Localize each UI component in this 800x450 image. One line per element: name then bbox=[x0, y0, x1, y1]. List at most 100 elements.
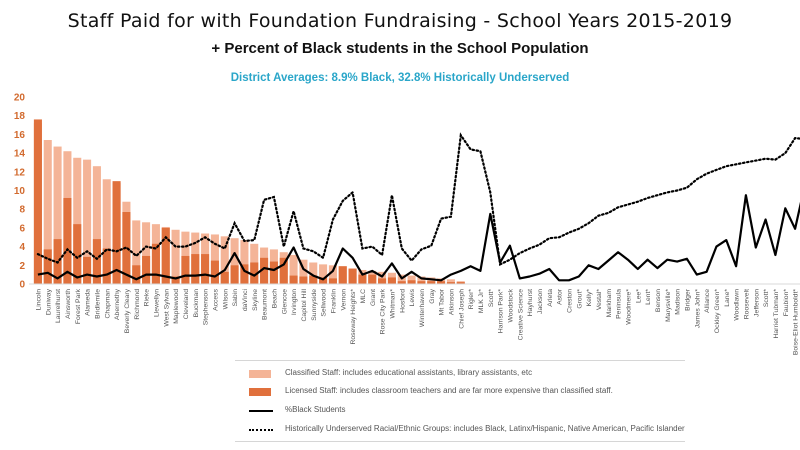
x-tick-label: West Sylvan bbox=[163, 289, 170, 327]
legend-label-classified: Classified Staff: includes educational a… bbox=[285, 368, 533, 377]
legend-item-black-students: %Black Students bbox=[235, 402, 685, 422]
bar-licensed bbox=[358, 274, 367, 284]
line-black-students bbox=[37, 194, 800, 282]
x-tick-label: Lincoln bbox=[35, 289, 42, 311]
bar-licensed bbox=[378, 278, 387, 284]
bar-licensed bbox=[299, 276, 308, 284]
x-tick-label: Jackson bbox=[537, 289, 544, 314]
x-tick-label: Alameda bbox=[85, 289, 92, 316]
x-tick-label: Grout* bbox=[576, 289, 583, 309]
x-tick-label: Lewis bbox=[409, 288, 416, 306]
y-tick-label: 0 bbox=[19, 280, 25, 291]
bar-classified bbox=[319, 264, 328, 284]
x-tick-label: Lane* bbox=[724, 289, 731, 307]
legend-item-classified: Classified Staff: includes educational a… bbox=[235, 365, 685, 385]
bar-licensed bbox=[161, 227, 170, 284]
bar-classified bbox=[289, 255, 298, 284]
bar-classified bbox=[220, 236, 229, 284]
bar-classified bbox=[230, 238, 239, 284]
x-tick-label: Buckman bbox=[193, 289, 200, 318]
x-tick-label: Rigler* bbox=[468, 289, 475, 310]
bar-licensed bbox=[338, 266, 347, 284]
bar-licensed bbox=[83, 256, 92, 284]
x-tick-label: Arleta bbox=[547, 289, 554, 307]
bar-classified bbox=[446, 279, 455, 284]
x-tick-label: Hayhurst bbox=[527, 289, 534, 316]
x-tick-label: Bridlemile bbox=[94, 289, 101, 319]
x-tick-label: Stephenson bbox=[203, 289, 210, 326]
bar-licensed bbox=[112, 181, 121, 284]
x-tick-label: Vestal* bbox=[596, 289, 603, 311]
bar-classified bbox=[132, 220, 141, 284]
x-tick-label: Chief Joseph bbox=[458, 289, 465, 329]
x-tick-label: Gray bbox=[429, 288, 436, 303]
x-tick-label: Sellwood bbox=[321, 289, 328, 317]
x-tick-label: Sunnyside bbox=[311, 289, 318, 321]
bar-classified bbox=[171, 229, 180, 284]
chart-subtitle: + Percent of Black students in the Schoo… bbox=[211, 40, 589, 57]
bar-licensed bbox=[102, 248, 111, 284]
x-tick-label: Markham bbox=[606, 289, 613, 318]
x-tick-label: James John* bbox=[694, 289, 701, 329]
bar-licensed bbox=[181, 255, 190, 284]
bar-licensed bbox=[151, 243, 160, 284]
bar-licensed bbox=[43, 249, 52, 284]
legend-item-licensed: Licensed Staff: includes classroom teach… bbox=[235, 383, 685, 403]
bar-licensed bbox=[132, 265, 141, 284]
x-tick-label: Scott* bbox=[763, 289, 770, 307]
legend-item-underserved: Historically Underserved Racial/Ethnic G… bbox=[235, 421, 685, 441]
bar-licensed bbox=[368, 274, 377, 284]
bar-licensed bbox=[210, 260, 219, 284]
x-tick-label: Mt Tabor bbox=[439, 288, 446, 315]
bar-licensed bbox=[407, 280, 416, 284]
x-tick-label: Ockley Green* bbox=[714, 289, 721, 334]
x-tick-label: Forest Park bbox=[75, 288, 82, 324]
bar-classified bbox=[210, 234, 219, 284]
x-tick-label: Abernethy bbox=[114, 288, 121, 320]
x-tick-label: Duniway bbox=[45, 288, 52, 315]
y-tick-label: 16 bbox=[14, 130, 26, 141]
x-tick-label: Irvington bbox=[291, 289, 298, 315]
bar-classified bbox=[417, 276, 426, 284]
bar-licensed bbox=[142, 255, 151, 284]
x-tick-label: Creston bbox=[566, 289, 573, 313]
x-tick-label: Maplewood bbox=[173, 289, 180, 324]
x-tick-label: Peninsula bbox=[616, 289, 623, 319]
bar-licensed bbox=[230, 265, 239, 284]
bar-licensed bbox=[33, 119, 42, 284]
chart-title: Staff Paid for with Foundation Fundraisi… bbox=[67, 10, 733, 32]
bar-licensed bbox=[437, 281, 446, 284]
bar-licensed bbox=[319, 277, 328, 284]
y-axis: 0 2 4 6 8 10 12 14 16 18 20 bbox=[14, 93, 800, 291]
x-tick-label: Alliance bbox=[704, 289, 711, 313]
bar-classified bbox=[102, 179, 111, 284]
legend: Classified Staff: includes educational a… bbox=[235, 360, 685, 442]
bar-licensed bbox=[348, 269, 357, 284]
x-tick-label: Beach bbox=[271, 289, 278, 308]
bar-classified bbox=[427, 277, 436, 284]
bar-licensed bbox=[73, 224, 82, 284]
x-axis: Lincoln Duniway Laurelhurst Ainsworth Forest… bbox=[35, 288, 799, 355]
bar-licensed bbox=[446, 282, 455, 284]
x-tick-label: Winterhaven bbox=[419, 289, 426, 327]
bar-licensed bbox=[92, 239, 101, 284]
bar-licensed bbox=[387, 277, 396, 284]
bar-licensed bbox=[269, 261, 278, 284]
bar-licensed bbox=[240, 264, 249, 284]
x-tick-label: Capitol Hill bbox=[301, 289, 308, 322]
bar-classified bbox=[53, 146, 62, 284]
x-tick-label: Access bbox=[212, 288, 219, 311]
x-tick-label: Sabin bbox=[232, 289, 239, 307]
y-tick-label: 4 bbox=[19, 242, 25, 253]
x-tick-label: Lent* bbox=[645, 289, 652, 305]
x-tick-label: Laurelhurst bbox=[55, 289, 62, 323]
x-tick-label: Benson bbox=[655, 289, 662, 312]
lines-layer bbox=[36, 132, 800, 282]
y-tick-label: 18 bbox=[14, 111, 26, 122]
bar-classified bbox=[378, 271, 387, 284]
bar-classified bbox=[73, 157, 82, 284]
bar-licensed bbox=[63, 197, 72, 284]
x-tick-label: Ainsworth bbox=[65, 289, 72, 319]
bar-licensed bbox=[427, 281, 436, 284]
